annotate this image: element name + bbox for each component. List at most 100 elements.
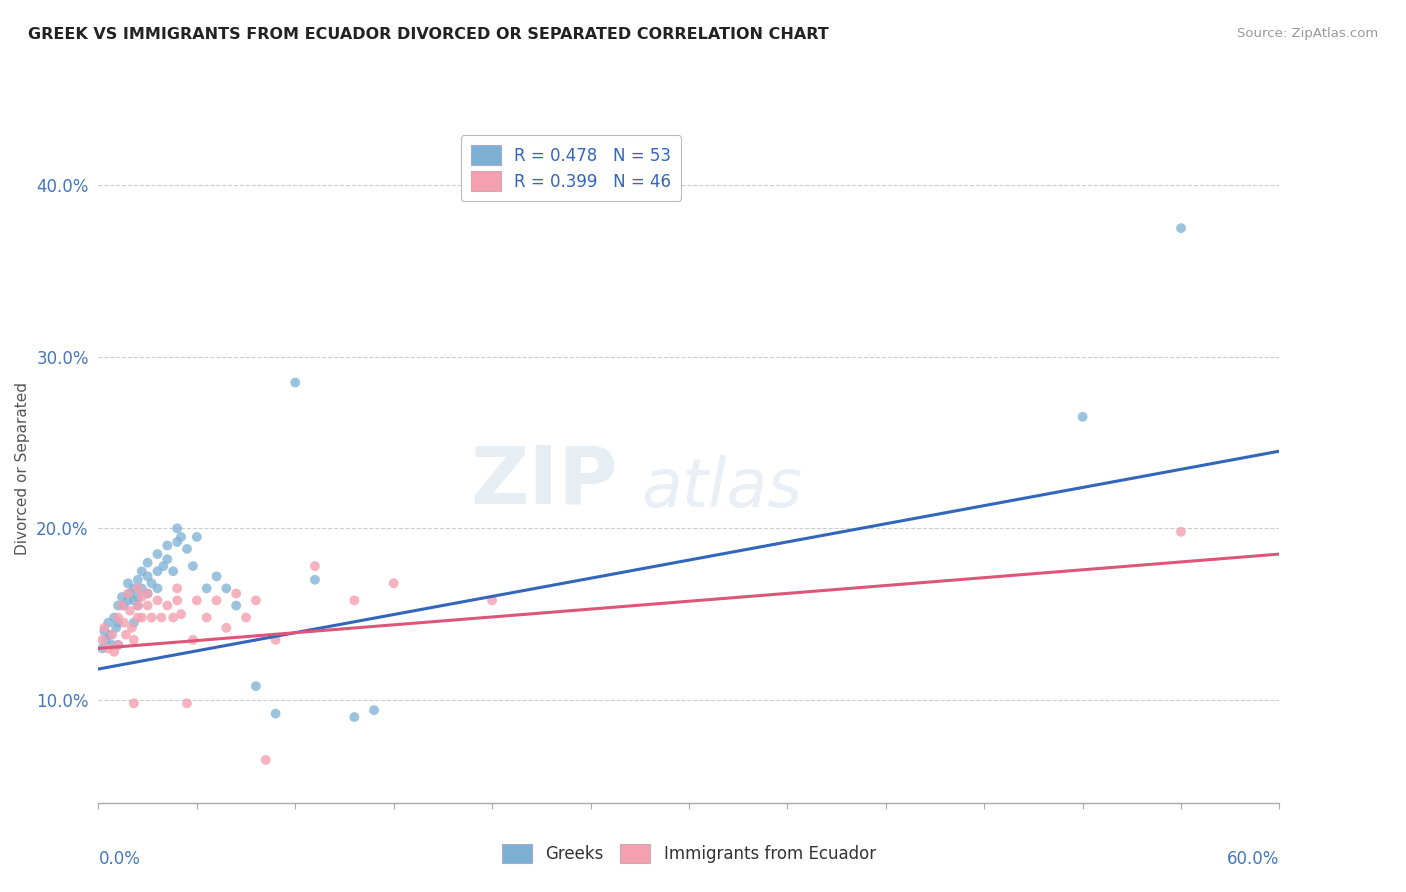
Point: [136, 569, 159, 583]
Point: [122, 593, 145, 607]
Point: [112, 615, 135, 630]
Point: [122, 696, 145, 710]
Point: [1170, 524, 1192, 539]
Point: [264, 706, 287, 721]
Point: [107, 638, 129, 652]
Point: [254, 753, 277, 767]
Point: [186, 530, 208, 544]
Point: [382, 576, 405, 591]
Point: [162, 564, 184, 578]
Point: [215, 582, 238, 596]
Point: [176, 541, 198, 556]
Point: [235, 610, 257, 624]
Point: [136, 599, 159, 613]
Point: [215, 621, 238, 635]
Point: [103, 610, 125, 624]
Point: [166, 521, 188, 535]
Point: [103, 645, 125, 659]
Point: [122, 615, 145, 630]
Point: [127, 599, 149, 613]
Y-axis label: Divorced or Separated: Divorced or Separated: [15, 382, 30, 555]
Point: [146, 564, 169, 578]
Point: [343, 710, 366, 724]
Point: [117, 576, 139, 591]
Point: [186, 593, 208, 607]
Point: [245, 593, 267, 607]
Point: [107, 615, 129, 630]
Point: [96, 632, 118, 647]
Point: [141, 610, 163, 624]
Point: [363, 703, 385, 717]
Point: [127, 599, 149, 613]
Point: [225, 586, 247, 600]
Point: [343, 593, 366, 607]
Point: [156, 552, 179, 566]
Point: [97, 615, 120, 630]
Point: [205, 593, 228, 607]
Point: [118, 604, 141, 618]
Text: 0.0%: 0.0%: [98, 849, 141, 868]
Point: [107, 610, 129, 624]
Point: [156, 539, 179, 553]
Point: [111, 590, 134, 604]
Point: [205, 569, 228, 583]
Point: [115, 628, 138, 642]
Point: [117, 586, 139, 600]
Point: [481, 593, 503, 607]
Point: [101, 628, 124, 642]
Point: [146, 593, 169, 607]
Point: [150, 610, 173, 624]
Point: [127, 590, 149, 604]
Text: atlas: atlas: [641, 456, 803, 521]
Point: [170, 607, 193, 621]
Point: [117, 593, 139, 607]
Point: [141, 576, 163, 591]
Text: GREEK VS IMMIGRANTS FROM ECUADOR DIVORCED OR SEPARATED CORRELATION CHART: GREEK VS IMMIGRANTS FROM ECUADOR DIVORCE…: [28, 27, 830, 42]
Point: [264, 632, 287, 647]
Point: [304, 573, 326, 587]
Point: [107, 638, 129, 652]
Point: [105, 621, 128, 635]
Point: [131, 610, 153, 624]
Text: 60.0%: 60.0%: [1227, 849, 1279, 868]
Text: ZIP: ZIP: [471, 442, 619, 521]
Point: [131, 582, 153, 596]
Point: [195, 610, 218, 624]
Point: [181, 559, 204, 574]
Point: [131, 564, 153, 578]
Point: [127, 610, 149, 624]
Point: [98, 628, 121, 642]
Text: Source: ZipAtlas.com: Source: ZipAtlas.com: [1237, 27, 1378, 40]
Point: [111, 599, 134, 613]
Point: [107, 599, 129, 613]
Point: [225, 599, 247, 613]
Point: [122, 582, 145, 596]
Point: [101, 638, 124, 652]
Point: [136, 556, 159, 570]
Point: [195, 582, 218, 596]
Point: [181, 632, 204, 647]
Point: [304, 559, 326, 574]
Point: [118, 586, 141, 600]
Point: [122, 632, 145, 647]
Point: [170, 530, 193, 544]
Point: [136, 586, 159, 600]
Point: [131, 590, 153, 604]
Point: [1071, 409, 1094, 424]
Point: [121, 621, 143, 635]
Point: [156, 599, 179, 613]
Point: [127, 582, 149, 596]
Point: [91, 632, 114, 647]
Point: [162, 610, 184, 624]
Point: [146, 547, 169, 561]
Point: [93, 621, 115, 635]
Point: [127, 573, 149, 587]
Legend: Greeks, Immigrants from Ecuador: Greeks, Immigrants from Ecuador: [494, 836, 884, 871]
Point: [176, 696, 198, 710]
Point: [166, 535, 188, 549]
Point: [136, 586, 159, 600]
Point: [146, 582, 169, 596]
Point: [166, 582, 188, 596]
Point: [1170, 221, 1192, 235]
Point: [97, 641, 120, 656]
